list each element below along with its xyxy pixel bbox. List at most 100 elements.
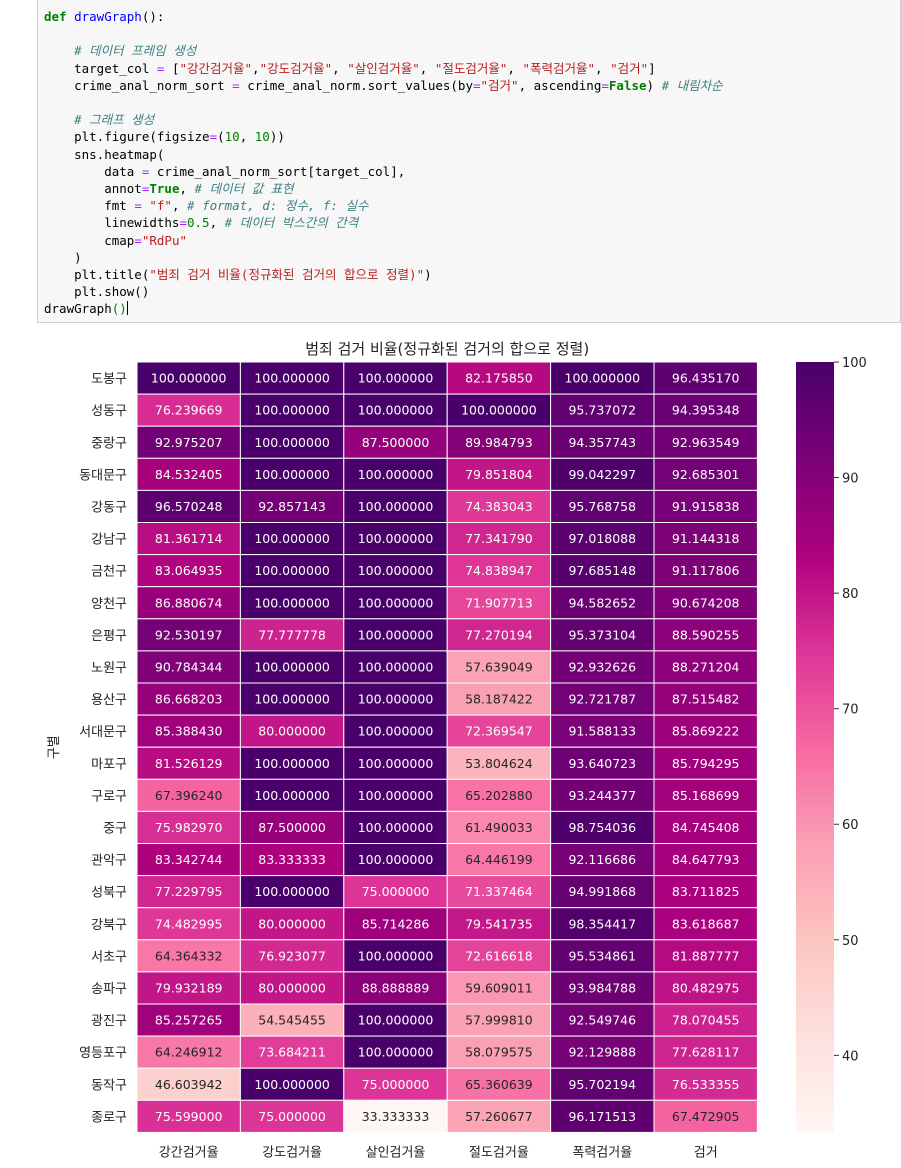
row-label: 은평구: [91, 629, 127, 644]
code-token: =: [156, 60, 165, 76]
cell-value-label: 100.000000: [254, 563, 330, 578]
row-label: 서초구: [91, 950, 127, 965]
cell-value-label: 75.000000: [362, 1077, 430, 1092]
cell-value-label: 85.168699: [672, 788, 740, 803]
heatmap-cell: [136, 457, 241, 491]
row-label: 성북구: [91, 886, 127, 901]
code-token: [44, 112, 74, 127]
cell-value-label: 77.270194: [465, 627, 533, 642]
cell-value-label: 95.768758: [568, 499, 636, 514]
heatmap-cell: [239, 361, 345, 395]
heatmap-cell: [550, 971, 655, 1005]
cell-value-label: 100.000000: [254, 659, 330, 674]
code-token: [: [164, 60, 180, 76]
cell-value-label: 92.685301: [672, 467, 740, 482]
row-label: 중구: [103, 821, 127, 836]
code-token: False: [608, 77, 647, 93]
heatmap-cell: [653, 907, 758, 941]
cell-value-label: 84.745408: [672, 820, 740, 835]
row-label: 광진구: [91, 1014, 127, 1029]
code-cell[interactable]: def drawGraph(): # 데이터 프레임 생성 target_col…: [37, 0, 901, 323]
heatmap-cell: [446, 875, 552, 909]
row-label: 강남구: [91, 533, 127, 548]
cell-value-label: 76.239669: [155, 403, 223, 418]
code-token: 10: [224, 129, 240, 145]
row-label: 동대문구: [79, 468, 127, 483]
heatmap-cell: [136, 714, 241, 748]
cell-value-label: 94.991868: [568, 884, 636, 899]
cell-value-label: 93.984788: [568, 980, 636, 995]
heatmap-cell: [239, 425, 345, 459]
colorbar-tick-label: 50: [842, 934, 859, 949]
code-token: , ascending: [518, 77, 602, 93]
row-label: 노원구: [91, 661, 127, 676]
heatmap-cell: [239, 682, 345, 716]
cell-value-label: 96.435170: [672, 371, 740, 386]
heatmap-cell: [136, 939, 241, 973]
cell-value-label: 71.337464: [465, 884, 533, 899]
cell-value-label: 100.000000: [254, 371, 330, 386]
cell-value-label: 80.000000: [258, 724, 326, 739]
heatmap-cell: [550, 746, 655, 780]
cell-value-label: 76.533355: [672, 1077, 740, 1092]
column-label: 절도검거율: [469, 1145, 529, 1160]
heatmap-cell: [653, 361, 758, 395]
row-label: 강동구: [91, 500, 127, 515]
heatmap-cell: [550, 1099, 655, 1133]
row-label: 금천구: [91, 565, 127, 580]
heatmap-cell: [343, 489, 448, 523]
code-editor[interactable]: def drawGraph(): # 데이터 프레임 생성 target_col…: [44, 8, 723, 318]
heatmap-cell: [550, 650, 655, 684]
heatmap-cell: [343, 618, 448, 652]
heatmap-cell: [550, 393, 655, 427]
code-token: plt.show(): [44, 284, 150, 300]
cell-value-label: 93.640723: [568, 756, 636, 771]
heatmap-cell: [446, 843, 552, 877]
cell-value-label: 86.880674: [155, 595, 223, 610]
cell-value-label: 71.907713: [465, 595, 533, 610]
code-token: cmap: [44, 232, 135, 248]
row-label: 용산구: [91, 693, 127, 708]
y-axis-label: 구별: [47, 735, 62, 759]
cell-value-label: 57.999810: [465, 1013, 533, 1028]
cell-value-label: 94.357743: [568, 435, 636, 450]
cell-value-label: 99.042297: [568, 467, 636, 482]
heatmap-cell: [343, 746, 448, 780]
cell-value-label: 100.000000: [254, 403, 330, 418]
code-token: crime_anal_norm.sort_values(by: [239, 77, 473, 93]
cell-value-label: 33.333333: [362, 1109, 430, 1124]
cell-value-label: 46.603942: [155, 1077, 223, 1092]
cell-value-label: 85.794295: [672, 756, 740, 771]
cell-value-label: 100.000000: [358, 692, 434, 707]
cell-value-label: 83.064935: [155, 563, 223, 578]
heatmap-cell: [136, 522, 241, 556]
cell-value-label: 76.923077: [258, 948, 326, 963]
cell-value-label: 92.129888: [568, 1045, 636, 1060]
code-token: crime_anal_norm_sort: [44, 77, 233, 93]
row-label: 동작구: [91, 1078, 127, 1093]
heatmap-cell: [550, 682, 655, 716]
row-label: 마포구: [91, 757, 127, 772]
heatmap-cell: [550, 778, 655, 812]
cell-value-label: 97.685148: [568, 563, 636, 578]
cell-value-label: 100.000000: [358, 563, 434, 578]
heatmap-cell: [239, 522, 345, 556]
cell-value-label: 100.000000: [358, 1045, 434, 1060]
heatmap-cell: [239, 1035, 345, 1069]
cell-value-label: 81.361714: [155, 531, 223, 546]
cell-value-label: 84.647793: [672, 852, 740, 867]
row-label: 강북구: [91, 918, 127, 933]
cell-value-label: 100.000000: [358, 948, 434, 963]
heatmap-cell: [550, 618, 655, 652]
heatmap-cell: [550, 907, 655, 941]
cell-value-label: 75.599000: [155, 1109, 223, 1124]
row-label: 성동구: [91, 404, 127, 419]
cell-value-label: 89.984793: [465, 435, 533, 450]
cell-value-label: 100.000000: [254, 467, 330, 482]
heatmap-cell: [239, 1003, 345, 1037]
code-token: # 데이터 박스간의 간격: [224, 215, 359, 231]
column-label: 검거: [694, 1145, 718, 1160]
code-token: sns.heatmap(: [44, 146, 165, 162]
heatmap-cell: [446, 489, 552, 523]
cell-value-label: 92.116686: [568, 852, 636, 867]
